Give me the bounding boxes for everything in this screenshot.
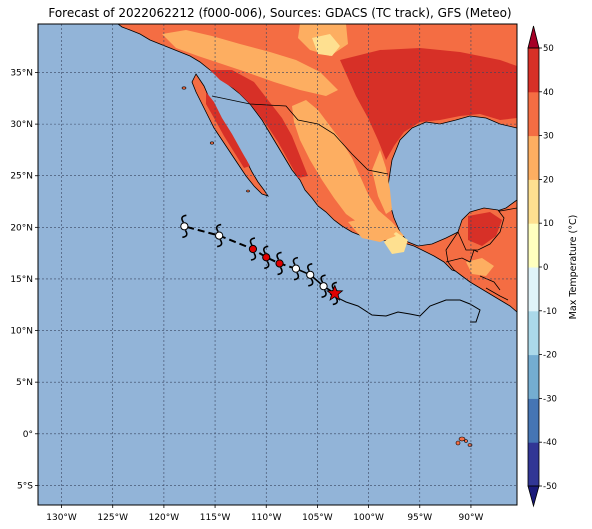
map-frame — [37, 23, 518, 506]
lat-tick-label: 20°N — [10, 223, 33, 233]
sonora-hot-zone — [210, 70, 308, 178]
colorbar-extend-min — [527, 485, 540, 508]
storm-marker — [180, 214, 189, 239]
colorbar-band — [528, 135, 539, 180]
hurricane-marker — [262, 245, 271, 270]
lon-tick-label: 125°W — [97, 513, 128, 523]
colorbar-tick-label: -10 — [543, 307, 557, 317]
lat-tick-label: 15°N — [10, 275, 33, 285]
islands — [181, 86, 473, 447]
lat-tick-label: 35°N — [10, 69, 33, 79]
lon-tick-label: 120°W — [149, 513, 180, 523]
lon-tick-label: 100°W — [353, 513, 384, 523]
colorbar-tick-label: 50 — [543, 44, 554, 54]
map-axes: 130°W 125°W 120°W 115°W 110°W 105°W 100°W 95°W 9… — [10, 69, 483, 523]
colorbar-tick-label: 10 — [543, 219, 554, 229]
lat-tick-label: 10°N — [10, 327, 33, 337]
hurricane-marker — [275, 251, 284, 276]
lon-tick-label: 130°W — [46, 513, 77, 523]
past-track-line — [295, 267, 336, 295]
storm-marker — [215, 223, 224, 248]
colorbar-extend-max — [527, 25, 540, 49]
current-position-star — [326, 284, 344, 301]
colorbar: -50 -40 -30 -20 -10 0 10 20 30 40 50 Max Temperatur… — [527, 25, 579, 508]
gridlines — [38, 24, 517, 505]
lon-tick-label: 115°W — [200, 513, 231, 523]
past-position-marker — [319, 274, 328, 298]
yucatan-hot-zone — [468, 212, 502, 246]
colorbar-tick-label: 0 — [543, 263, 548, 273]
texas-hot-zone — [340, 48, 517, 160]
cyclone-track — [180, 214, 344, 306]
baja-hot-zone — [206, 92, 250, 168]
guatemala-highland — [466, 258, 494, 276]
sierra-madre-oriental — [372, 150, 392, 214]
lat-tick-label: 25°N — [10, 172, 33, 182]
colorbar-tick-label: 40 — [543, 88, 554, 98]
colorbar-label: Max Temperature (°C) — [568, 215, 579, 320]
past-position-marker — [291, 256, 301, 281]
colorbar-band — [528, 310, 539, 356]
colorbar-tick-label: -20 — [543, 351, 557, 361]
colorbar-band — [528, 91, 539, 137]
colorbar-band — [528, 179, 539, 224]
mexico-guatemala-border — [445, 249, 479, 263]
past-position-marker — [306, 263, 315, 287]
colorbar-tick-label: -40 — [543, 438, 557, 448]
lon-tick-label: 105°W — [302, 513, 333, 523]
colorbar-band — [528, 223, 539, 268]
colorbar-band — [528, 442, 539, 487]
lon-tick-label: 95°W — [407, 513, 432, 523]
southern-mexico-highland — [348, 218, 396, 242]
lat-tick-label: 5°N — [16, 378, 33, 388]
high-plateau-pale — [312, 34, 340, 56]
colorbar-band — [528, 48, 539, 93]
hurricane-marker — [248, 237, 258, 261]
lat-tick-label: 5°S — [17, 481, 33, 491]
colorbar-tick-label: 20 — [543, 175, 554, 185]
colorbar-tick-label: -50 — [543, 482, 557, 492]
colorbar-tick-label: 30 — [543, 132, 554, 142]
lat-tick-label: 0° — [23, 430, 33, 440]
lon-tick-label: 90°W — [459, 513, 484, 523]
colorbar-band — [528, 398, 539, 443]
sierra-madre-occidental — [292, 100, 404, 238]
southwest-us-highlands — [162, 30, 338, 96]
colorbar-tick-label: -30 — [543, 394, 557, 404]
central-america-borders — [479, 275, 509, 301]
lon-tick-label: 110°W — [251, 513, 282, 523]
map-title: Forecast of 2022062212 (f000-006), Sourc… — [48, 6, 512, 20]
colorbar-band — [528, 354, 539, 399]
colorbar-band — [528, 267, 539, 312]
lat-tick-label: 30°N — [10, 120, 33, 130]
